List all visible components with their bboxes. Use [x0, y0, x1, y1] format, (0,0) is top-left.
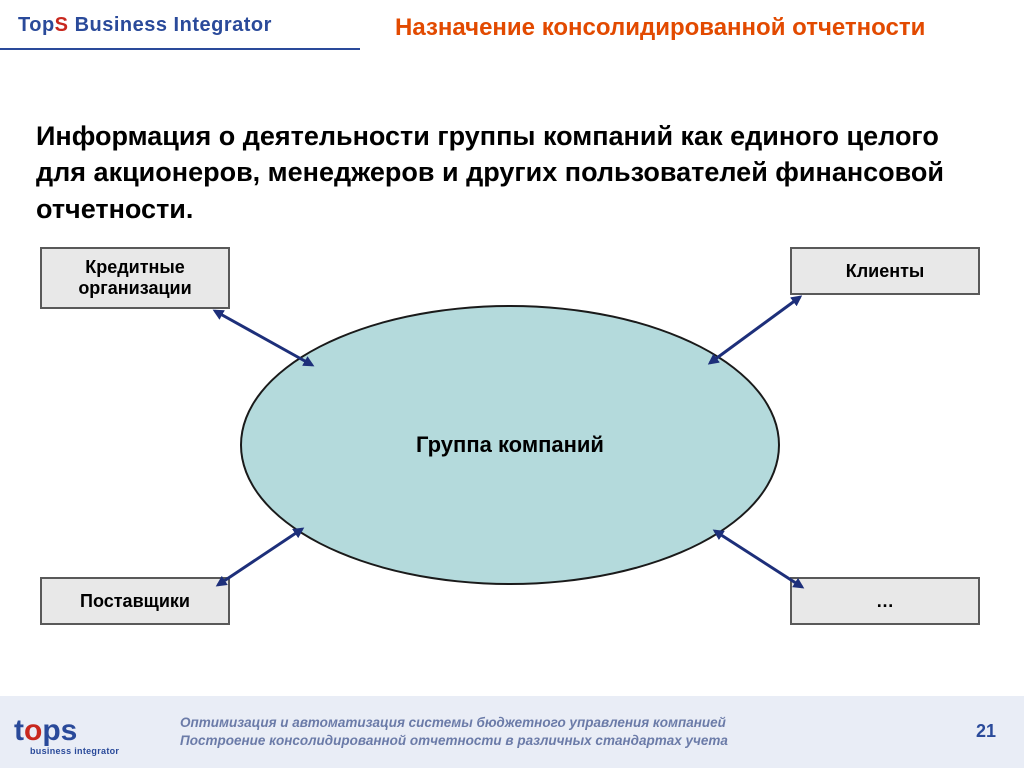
- center-ellipse-label: Группа компаний: [416, 432, 604, 458]
- stakeholder-box-clients: Клиенты: [790, 247, 980, 295]
- stakeholder-box-suppliers: Поставщики: [40, 577, 230, 625]
- diagram: Группа компаний Кредитные организации Клие…: [0, 235, 1024, 655]
- footer-logo-main: tops: [14, 717, 77, 744]
- arrow-suppliers: [218, 529, 302, 585]
- stakeholder-box-other: …: [790, 577, 980, 625]
- slide: TopS Business Integrator Назначение конс…: [0, 0, 1024, 768]
- footer-line-1: Оптимизация и автоматизация системы бюдж…: [180, 714, 728, 732]
- footer-text: Оптимизация и автоматизация системы бюдж…: [180, 714, 728, 750]
- footer-logo-ps: ps: [42, 714, 77, 747]
- arrow-other: [715, 531, 802, 587]
- arrow-clients: [710, 297, 800, 363]
- arrow-credit: [215, 311, 312, 365]
- header-logo: TopS Business Integrator: [18, 14, 272, 37]
- footer-logo: tops business integrator: [14, 717, 119, 756]
- stakeholder-box-label: …: [876, 591, 894, 612]
- logo-part-top: Top: [18, 14, 55, 36]
- stakeholder-box-label: Поставщики: [80, 591, 190, 612]
- page-title: Назначение консолидированной отчетности: [395, 14, 1009, 42]
- footer-bar: tops business integrator Оптимизация и а…: [0, 696, 1024, 768]
- stakeholder-box-credit: Кредитные организации: [40, 247, 230, 309]
- footer-line-2: Построение консолидированной отчетности …: [180, 732, 728, 750]
- center-ellipse: Группа компаний: [240, 305, 780, 585]
- stakeholder-box-label: Кредитные организации: [52, 257, 218, 299]
- body-text: Информация о деятельности группы компани…: [36, 118, 994, 227]
- header-rule: [0, 48, 360, 50]
- footer-logo-t: t: [14, 714, 24, 747]
- footer-logo-o: o: [24, 714, 42, 747]
- logo-part-s: S: [55, 14, 69, 36]
- logo-part-rest: Business Integrator: [69, 14, 272, 36]
- stakeholder-box-label: Клиенты: [846, 261, 925, 282]
- footer-logo-sub: business integrator: [30, 746, 119, 756]
- page-number: 21: [976, 721, 996, 742]
